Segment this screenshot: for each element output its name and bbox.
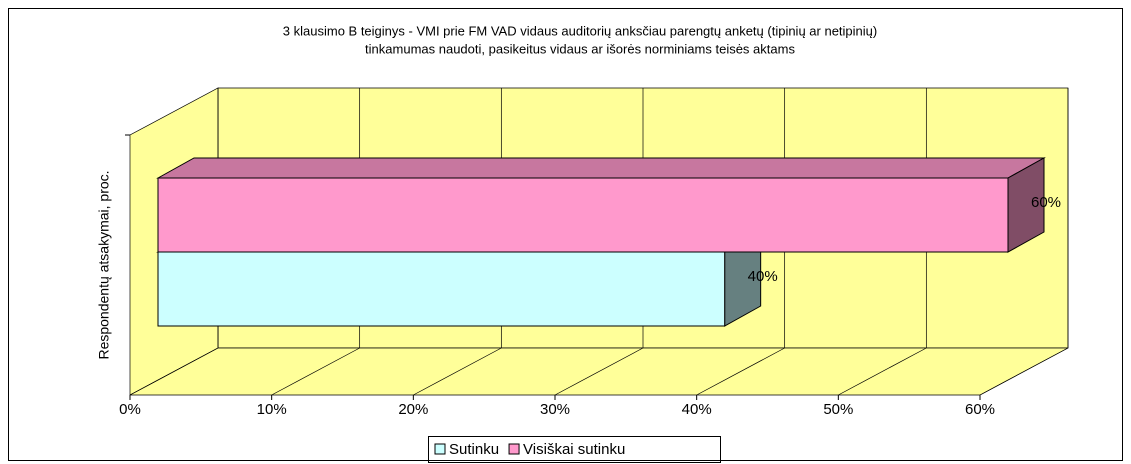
legend-label: Sutinku: [449, 441, 499, 458]
x-tick-label: 30%: [540, 401, 570, 418]
grid-line: [838, 347, 927, 396]
data-label: 60%: [1031, 194, 1061, 211]
bar: [157, 251, 726, 327]
legend-label: Visiškai sutinku: [523, 441, 625, 458]
x-tick-label: 10%: [257, 401, 287, 418]
data-label: 40%: [748, 268, 778, 285]
legend-swatch: [508, 443, 520, 455]
legend: [428, 436, 721, 463]
y-axis-label: Respondentų atsakymai, proc.: [96, 170, 112, 359]
grid-line: [271, 347, 360, 396]
x-tick-label: 40%: [682, 401, 712, 418]
grid-line: [696, 347, 785, 396]
bar: [157, 177, 1009, 253]
x-tick-label: 50%: [823, 401, 853, 418]
x-tick-label: 20%: [398, 401, 428, 418]
grid-line: [413, 347, 502, 396]
grid-line: [554, 347, 644, 396]
grid-line: [129, 347, 219, 396]
grid-line: [979, 347, 1069, 396]
x-tick-label: 0%: [119, 401, 141, 418]
chart-title: tinkamumas naudoti, pasikeitus vidaus ar…: [365, 41, 795, 56]
legend-swatch: [434, 443, 446, 455]
chart-title: 3 klausimo B teiginys - VMI prie FM VAD …: [283, 23, 877, 38]
bar-top: [156, 157, 1046, 179]
x-tick-label: 60%: [965, 401, 995, 418]
